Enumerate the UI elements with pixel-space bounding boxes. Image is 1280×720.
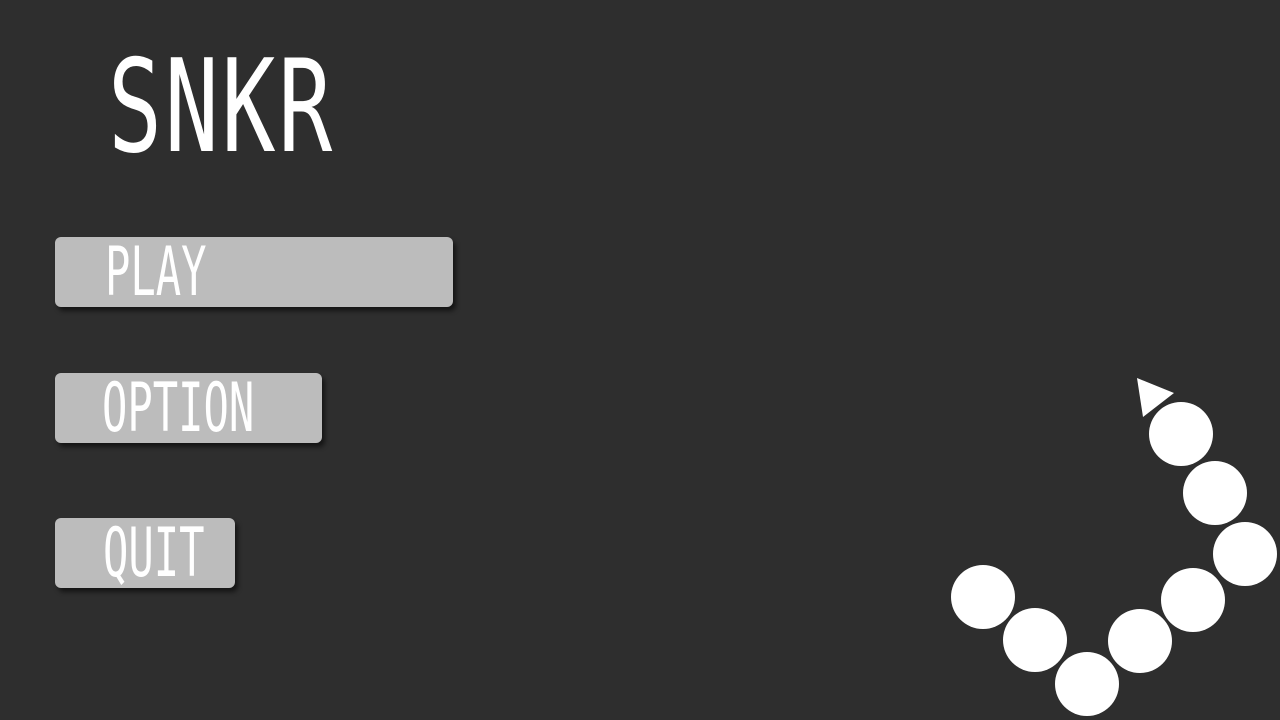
snake-segment (1183, 461, 1247, 525)
quit-button-label: QUIT (103, 518, 205, 588)
snake-segment (1149, 402, 1213, 466)
play-button[interactable]: PLAY (55, 237, 453, 307)
snake-segment (951, 565, 1015, 629)
snake-segment (1003, 608, 1067, 672)
quit-button[interactable]: QUIT (55, 518, 235, 588)
option-button[interactable]: OPTION (55, 373, 322, 443)
option-button-label: OPTION (102, 373, 255, 443)
snake-segment (1108, 609, 1172, 673)
play-button-label: PLAY (105, 237, 207, 307)
snake-segment (1161, 568, 1225, 632)
snake-segment (1213, 522, 1277, 586)
snake-head-triangle-pointer-icon (1137, 378, 1174, 417)
game-title: SNKR (108, 33, 335, 182)
snake-segment (1055, 652, 1119, 716)
